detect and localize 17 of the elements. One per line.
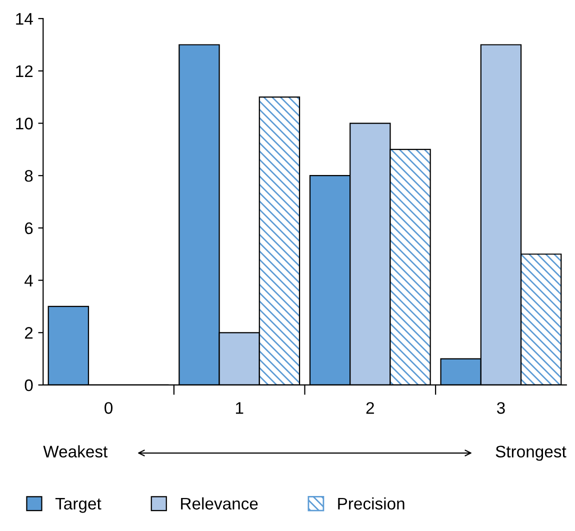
y-tick-label: 2 — [24, 327, 33, 339]
y-tick-label: 10 — [16, 118, 33, 130]
text: Weakest — [43, 445, 108, 458]
legend-label: Precision — [338, 497, 404, 510]
y-tick-label: 4 — [24, 274, 33, 286]
x-tick-label: 2 — [366, 402, 374, 414]
legend-label: Relevance — [181, 497, 258, 510]
x-tick-label: 1 — [236, 402, 244, 414]
legend-label: Target — [55, 498, 102, 513]
y-tick-label: 0 — [24, 379, 33, 392]
x-tick-label: 3 — [496, 402, 505, 414]
text: Strongest — [496, 446, 566, 461]
y-tick-label: 14 — [16, 13, 33, 25]
y-tick-label: 8 — [24, 170, 33, 182]
y-tick-label: 12 — [16, 65, 33, 77]
y-tick-label: 6 — [24, 222, 33, 234]
x-tick-label: 0 — [104, 402, 113, 414]
